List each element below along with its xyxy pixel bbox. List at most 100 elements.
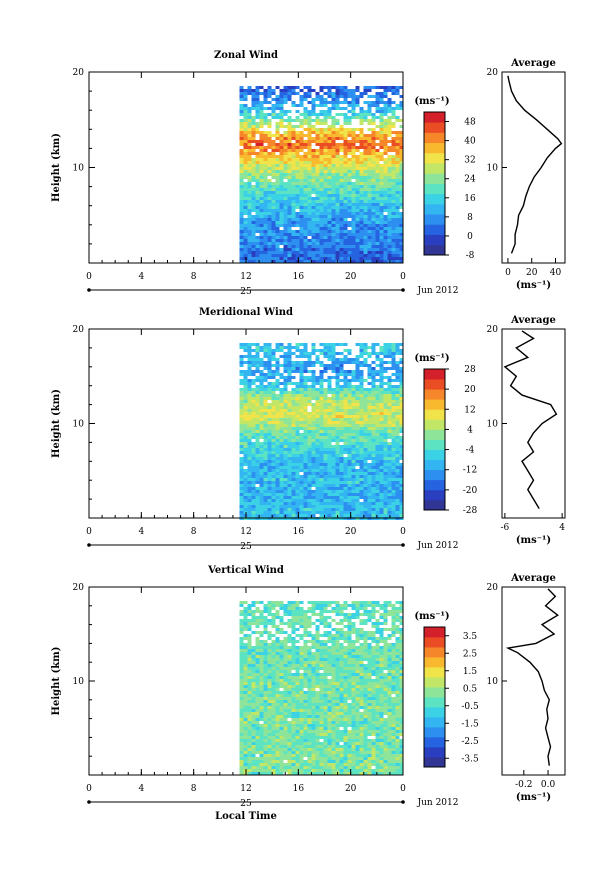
heatmap-cell bbox=[291, 224, 296, 227]
heatmap-cell bbox=[283, 167, 288, 170]
heatmap-cell bbox=[307, 499, 312, 502]
heatmap-cell bbox=[287, 382, 292, 385]
heatmap-cell bbox=[367, 170, 372, 173]
heatmap-cell bbox=[283, 472, 288, 475]
heatmap-cell bbox=[283, 493, 288, 496]
heatmap-cell bbox=[359, 245, 364, 248]
heatmap-cell bbox=[287, 167, 292, 170]
colorbar-swatch bbox=[424, 409, 445, 420]
heatmap-cell bbox=[299, 101, 304, 104]
heatmap-cell bbox=[283, 98, 288, 101]
heatmap-cell bbox=[251, 137, 256, 140]
heatmap-cell bbox=[307, 86, 312, 89]
heatmap-cell bbox=[295, 493, 300, 496]
heatmap-cell bbox=[383, 493, 388, 496]
heatmap-cell bbox=[331, 484, 336, 487]
heatmap-cell bbox=[335, 454, 340, 457]
heatmap-cell bbox=[307, 152, 312, 155]
heatmap-cell bbox=[355, 487, 360, 490]
heatmap-cell bbox=[367, 155, 372, 158]
heatmap-cell bbox=[339, 433, 344, 436]
heatmap-cell bbox=[387, 101, 392, 104]
heatmap-cell bbox=[347, 514, 352, 517]
heatmap-cell bbox=[347, 397, 352, 400]
heatmap-cell bbox=[255, 481, 260, 484]
heatmap-cell bbox=[287, 161, 292, 164]
heatmap-cell bbox=[331, 619, 336, 622]
heatmap-cell bbox=[243, 343, 248, 346]
heatmap-cell bbox=[255, 343, 260, 346]
heatmap-cell bbox=[283, 149, 288, 152]
heatmap-cell bbox=[263, 460, 268, 463]
heatmap-cell bbox=[279, 499, 284, 502]
heatmap-cell bbox=[243, 349, 248, 352]
heatmap-cell bbox=[363, 239, 368, 242]
heatmap-cell bbox=[303, 164, 308, 167]
heatmap-cell bbox=[343, 239, 348, 242]
heatmap-cell bbox=[379, 379, 384, 382]
heatmap-cell bbox=[295, 212, 300, 215]
heatmap-cell bbox=[399, 391, 404, 394]
heatmap-cell bbox=[319, 200, 324, 203]
heatmap-cell bbox=[263, 245, 268, 248]
heatmap-cell bbox=[267, 113, 272, 116]
heatmap-cell bbox=[255, 116, 260, 119]
heatmap-cell bbox=[355, 182, 360, 185]
heatmap-cell bbox=[323, 397, 328, 400]
heatmap-cell bbox=[351, 158, 356, 161]
heatmap-cell bbox=[379, 143, 384, 146]
heatmap-cell bbox=[379, 176, 384, 179]
heatmap-cell bbox=[331, 188, 336, 191]
heatmap-cell bbox=[251, 98, 256, 101]
heatmap-cell bbox=[379, 200, 384, 203]
heatmap-cell bbox=[311, 167, 316, 170]
heatmap-cell bbox=[399, 415, 404, 418]
heatmap-cell bbox=[339, 155, 344, 158]
heatmap-cell bbox=[283, 394, 288, 397]
heatmap-cell bbox=[399, 490, 404, 493]
heatmap-cell bbox=[247, 224, 252, 227]
heatmap-cell bbox=[347, 469, 352, 472]
heatmap-cell bbox=[267, 487, 272, 490]
heatmap-cell bbox=[391, 194, 396, 197]
heatmap-cell bbox=[299, 194, 304, 197]
day-bar-end bbox=[87, 543, 91, 547]
heatmap-cell bbox=[243, 601, 248, 604]
heatmap-cell bbox=[399, 358, 404, 361]
heatmap-cell bbox=[311, 385, 316, 388]
heatmap-cell bbox=[339, 230, 344, 233]
heatmap-cell bbox=[315, 182, 320, 185]
heatmap-cell bbox=[255, 472, 260, 475]
x-tick-label: 8 bbox=[191, 527, 197, 537]
heatmap-cell bbox=[291, 637, 296, 640]
heatmap-cell bbox=[295, 454, 300, 457]
heatmap-cell bbox=[339, 218, 344, 221]
heatmap-cell bbox=[395, 457, 400, 460]
heatmap-cell bbox=[315, 131, 320, 134]
heatmap-cell bbox=[239, 451, 244, 454]
heatmap-cell bbox=[395, 203, 400, 206]
heatmap-cell bbox=[391, 499, 396, 502]
heatmap-cell bbox=[275, 146, 280, 149]
heatmap-cell bbox=[383, 173, 388, 176]
heatmap-cell bbox=[327, 502, 332, 505]
heatmap-cell bbox=[343, 107, 348, 110]
heatmap-cell bbox=[335, 137, 340, 140]
heatmap-cell bbox=[351, 113, 356, 116]
heatmap-cell bbox=[279, 164, 284, 167]
heatmap-cell bbox=[271, 206, 276, 209]
heatmap-cell bbox=[279, 622, 284, 625]
heatmap-cell bbox=[379, 508, 384, 511]
heatmap-cell bbox=[259, 155, 264, 158]
heatmap-cell bbox=[243, 140, 248, 143]
heatmap-cell bbox=[395, 601, 400, 604]
heatmap-cell bbox=[239, 215, 244, 218]
colorbar-tick-label: 4 bbox=[467, 425, 473, 435]
heatmap-cell bbox=[271, 188, 276, 191]
heatmap-cell bbox=[267, 397, 272, 400]
heatmap-cell bbox=[375, 176, 380, 179]
heatmap-cell bbox=[323, 487, 328, 490]
heatmap-cell bbox=[355, 364, 360, 367]
heatmap-cell bbox=[387, 182, 392, 185]
heatmap-cell bbox=[391, 463, 396, 466]
